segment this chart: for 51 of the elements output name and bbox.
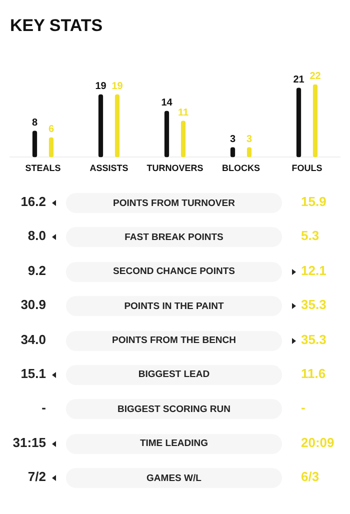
text: BIGGEST SCORING RUN <box>66 399 282 420</box>
data-label: 3 <box>230 134 236 146</box>
text: 20:09 <box>301 434 334 450</box>
data-label: 6 <box>48 124 54 136</box>
data-label: 19 <box>95 81 107 92</box>
data-label: 21 <box>293 74 305 86</box>
data-label: 8 <box>32 117 38 128</box>
chart-title: KEY STATS <box>10 16 103 35</box>
bar <box>180 120 186 158</box>
text: SECOND CHANCE POINTS <box>66 262 282 282</box>
text: FAST BREAK POINTS <box>66 227 282 248</box>
text: 15.9 <box>301 194 326 209</box>
text: 6/3 <box>301 469 320 484</box>
data-label: 11 <box>178 108 189 119</box>
x-tick-label: STEALS <box>25 163 61 174</box>
data-label: 3 <box>246 134 252 146</box>
bar <box>48 137 54 158</box>
bar <box>98 94 104 158</box>
text: 5.3 <box>301 228 320 244</box>
x-tick-label: TURNOVERS <box>146 163 204 174</box>
text: BIGGEST LEAD <box>66 364 282 385</box>
text: 31:15 <box>12 434 46 450</box>
x-tick-label: FOULS <box>292 163 322 174</box>
text: POINTS FROM THE BENCH <box>66 330 282 351</box>
text: POINTS FROM TURNOVER <box>66 193 282 213</box>
bar <box>296 88 302 158</box>
x-tick-label: BLOCKS <box>222 163 260 174</box>
x-tick-label: ASSISTS <box>90 163 128 174</box>
bar <box>32 130 38 158</box>
text: POINTS IN THE PAINT <box>66 296 282 316</box>
data-label: 14 <box>161 98 173 109</box>
bar <box>114 94 120 158</box>
text: 35.3 <box>301 332 326 347</box>
text: 12.1 <box>301 262 326 278</box>
text: 8.0 <box>28 228 46 244</box>
data-label: 22 <box>310 71 322 82</box>
text: 34.0 <box>20 332 46 347</box>
bar <box>164 110 170 158</box>
text: 15.1 <box>20 366 46 381</box>
text: 11.6 <box>301 366 326 381</box>
text: 9.2 <box>28 262 46 278</box>
bar <box>312 84 318 158</box>
text: TIME LEADING <box>66 434 282 454</box>
data-label: 19 <box>112 81 124 92</box>
text: 16.2 <box>20 194 46 209</box>
text: - <box>301 400 306 416</box>
text: - <box>42 400 46 416</box>
text: GAMES W/L <box>66 468 282 488</box>
text: 30.9 <box>20 297 46 312</box>
text: 7/2 <box>28 469 46 484</box>
text: 35.3 <box>301 297 326 312</box>
